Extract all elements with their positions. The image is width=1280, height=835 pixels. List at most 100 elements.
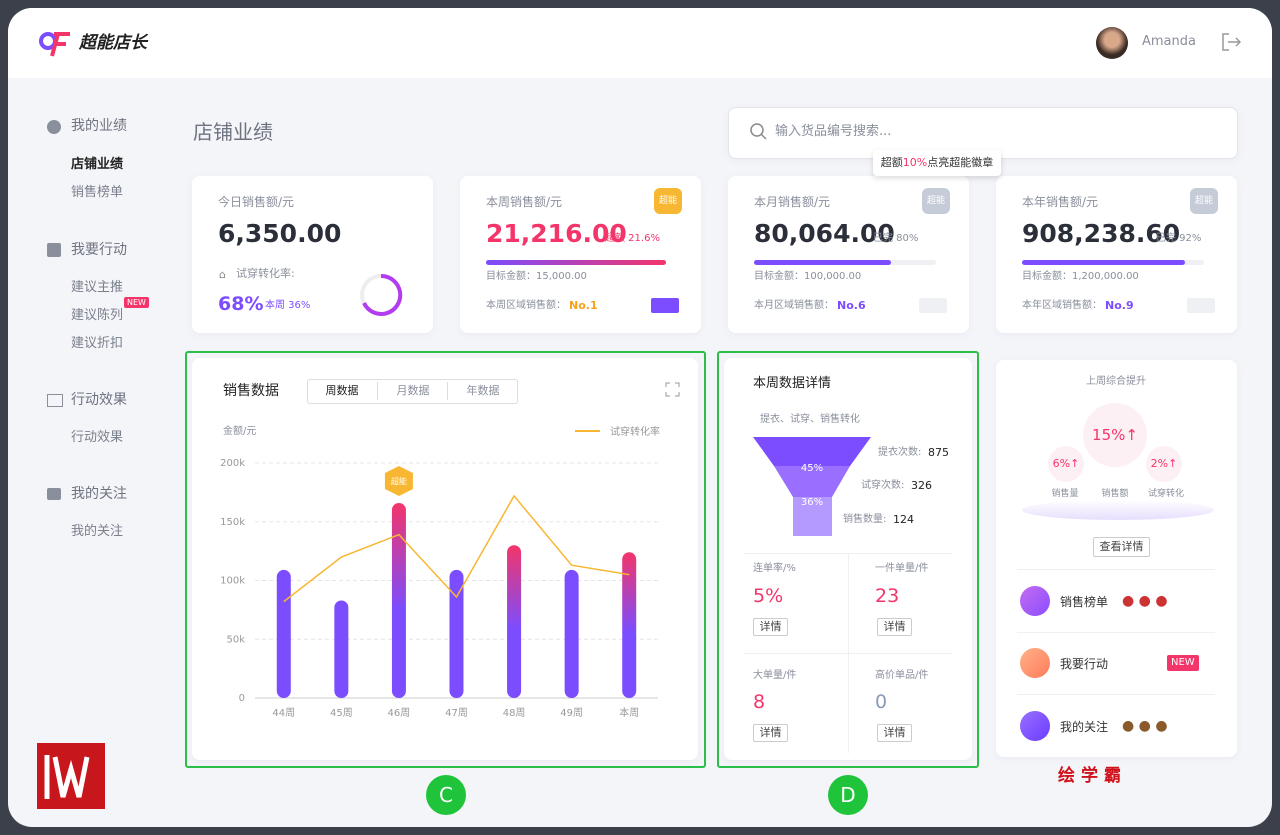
card-value: 908,238.60: [1022, 219, 1181, 248]
nav-section[interactable]: 我的关注: [71, 486, 127, 502]
summary-title: 上周综合提升: [1086, 376, 1146, 387]
funnel-rate: 36%: [800, 497, 824, 508]
bubble-label: 销售额: [1101, 489, 1129, 499]
tab-active[interactable]: 周数据: [325, 384, 359, 397]
bubble-label: 销售量: [1051, 489, 1079, 499]
x-tick-label: 46周: [388, 707, 411, 719]
link-label[interactable]: 我的关注: [1060, 720, 1109, 734]
rate-value: 68%: [218, 293, 264, 315]
y-tick-label: 50k: [226, 634, 245, 645]
funnel-value: 875: [928, 446, 949, 459]
link-label[interactable]: 销售榜单: [1060, 595, 1109, 609]
nav-section[interactable]: 我的业绩: [71, 118, 127, 134]
search-icon: [750, 123, 767, 140]
annotation-box: [717, 351, 979, 768]
card-value: 80,064.00: [754, 219, 895, 248]
card-target: 目标金额：15,000.00: [486, 271, 587, 282]
rate-label: 试穿转化率:: [236, 267, 295, 280]
bar: [276, 569, 291, 698]
metric-value: 8: [753, 691, 766, 713]
nav-item[interactable]: 我的关注: [71, 524, 124, 539]
progress-bar: [486, 260, 666, 265]
progress-bar: [754, 260, 891, 265]
detail-button[interactable]: 详情: [753, 724, 788, 742]
nav-item[interactable]: 建议主推: [71, 280, 124, 295]
avatar[interactable]: [1096, 27, 1128, 59]
divider: [1017, 632, 1215, 633]
view-details-button[interactable]: 查看详情: [1093, 537, 1150, 557]
search-placeholder: 输入货品编号搜索...: [775, 124, 892, 139]
expand-icon[interactable]: [665, 382, 680, 397]
card-status: 超额 21.6%: [605, 233, 660, 244]
progress-bar: [1022, 260, 1185, 265]
bubble-label: 试穿转化: [1147, 489, 1184, 499]
card-target: 目标金额：1,200,000.00: [1022, 271, 1139, 282]
arrow-button[interactable]: [1187, 298, 1215, 313]
metric-label: 大单量/件: [753, 670, 797, 681]
divider: [1017, 569, 1215, 570]
nav-item[interactable]: 销售榜单: [71, 185, 124, 200]
x-tick-label: 48周: [503, 707, 526, 719]
nav-section[interactable]: 行动效果: [71, 392, 127, 408]
detail-button[interactable]: 详情: [877, 724, 912, 742]
funnel-step: [753, 437, 871, 466]
nav-item[interactable]: 建议陈列: [71, 308, 124, 323]
bar: [391, 502, 406, 698]
chart: 0 50k 100k 150k 200k 试穿转化率 44周 45周 46周 47周 48周 49周 本…: [220, 425, 660, 719]
funnel-value: 124: [893, 513, 914, 526]
logo-icon: [39, 32, 70, 57]
rate-note: 本周 36%: [265, 300, 311, 311]
y-axis-label: 金额/元: [223, 426, 257, 437]
tab-bar: [307, 379, 518, 404]
badge: 超能: [1190, 188, 1218, 214]
link-icon: [1020, 648, 1050, 678]
detail-button[interactable]: 详情: [877, 618, 912, 636]
nav-item[interactable]: 建议折扣: [71, 336, 124, 351]
rank-label: 本年区域销售额：: [1022, 300, 1102, 311]
card-title: 本周销售额/元: [486, 195, 563, 209]
metric-label: 连单率/%: [753, 563, 796, 574]
bar: [449, 569, 464, 698]
rank-value: No.6: [837, 299, 866, 312]
tooltip-text: 点亮超能徽章: [927, 156, 994, 169]
brand-logo: [37, 743, 105, 809]
bubble: 6%↑: [1048, 446, 1084, 482]
divider: [1017, 694, 1215, 695]
funnel-step: [793, 497, 832, 536]
details-subtitle: 提衣、试穿、销售转化: [760, 414, 860, 425]
link-label[interactable]: 我要行动: [1060, 657, 1109, 671]
nav-icon: [47, 120, 61, 134]
tab[interactable]: 月数据: [377, 382, 448, 400]
funnel-rate: 45%: [800, 463, 824, 474]
stat-card: [192, 176, 433, 333]
annotation-label: C: [426, 775, 466, 815]
arrow-button[interactable]: [919, 298, 947, 313]
card-status: 已完 80%: [873, 233, 919, 244]
user-name[interactable]: Amanda: [1142, 34, 1196, 49]
new-badge: NEW: [124, 297, 149, 308]
chart-title: 销售数据: [223, 383, 279, 399]
reward-icons: ● ● ●: [1122, 718, 1168, 734]
arrow-button[interactable]: [651, 298, 679, 313]
card-value: 6,350.00: [218, 219, 342, 248]
tab[interactable]: 年数据: [447, 382, 518, 400]
logo-text: 超能店长: [79, 33, 147, 53]
detail-button[interactable]: 详情: [753, 618, 788, 636]
nav-item[interactable]: 行动效果: [71, 430, 124, 445]
platform: [1022, 500, 1214, 520]
new-badge: NEW: [1167, 655, 1199, 671]
funnel-label: 试穿次数:: [861, 480, 905, 491]
tooltip-highlight: 10%: [902, 156, 928, 169]
line-series: [283, 494, 630, 603]
y-tick-label: 150k: [220, 517, 245, 528]
logout-icon[interactable]: [1221, 33, 1241, 51]
card-target: 目标金额：100,000.00: [754, 271, 862, 282]
card-title: 本月销售额/元: [754, 195, 831, 209]
nav-item-active[interactable]: 店铺业绩: [71, 157, 124, 172]
nav-section[interactable]: 我要行动: [71, 242, 127, 258]
hanger-icon: ⌂: [219, 268, 226, 281]
bubble: 2%↑: [1146, 446, 1182, 482]
card-title: 今日销售额/元: [218, 195, 295, 209]
annotation-label: D: [828, 775, 868, 815]
